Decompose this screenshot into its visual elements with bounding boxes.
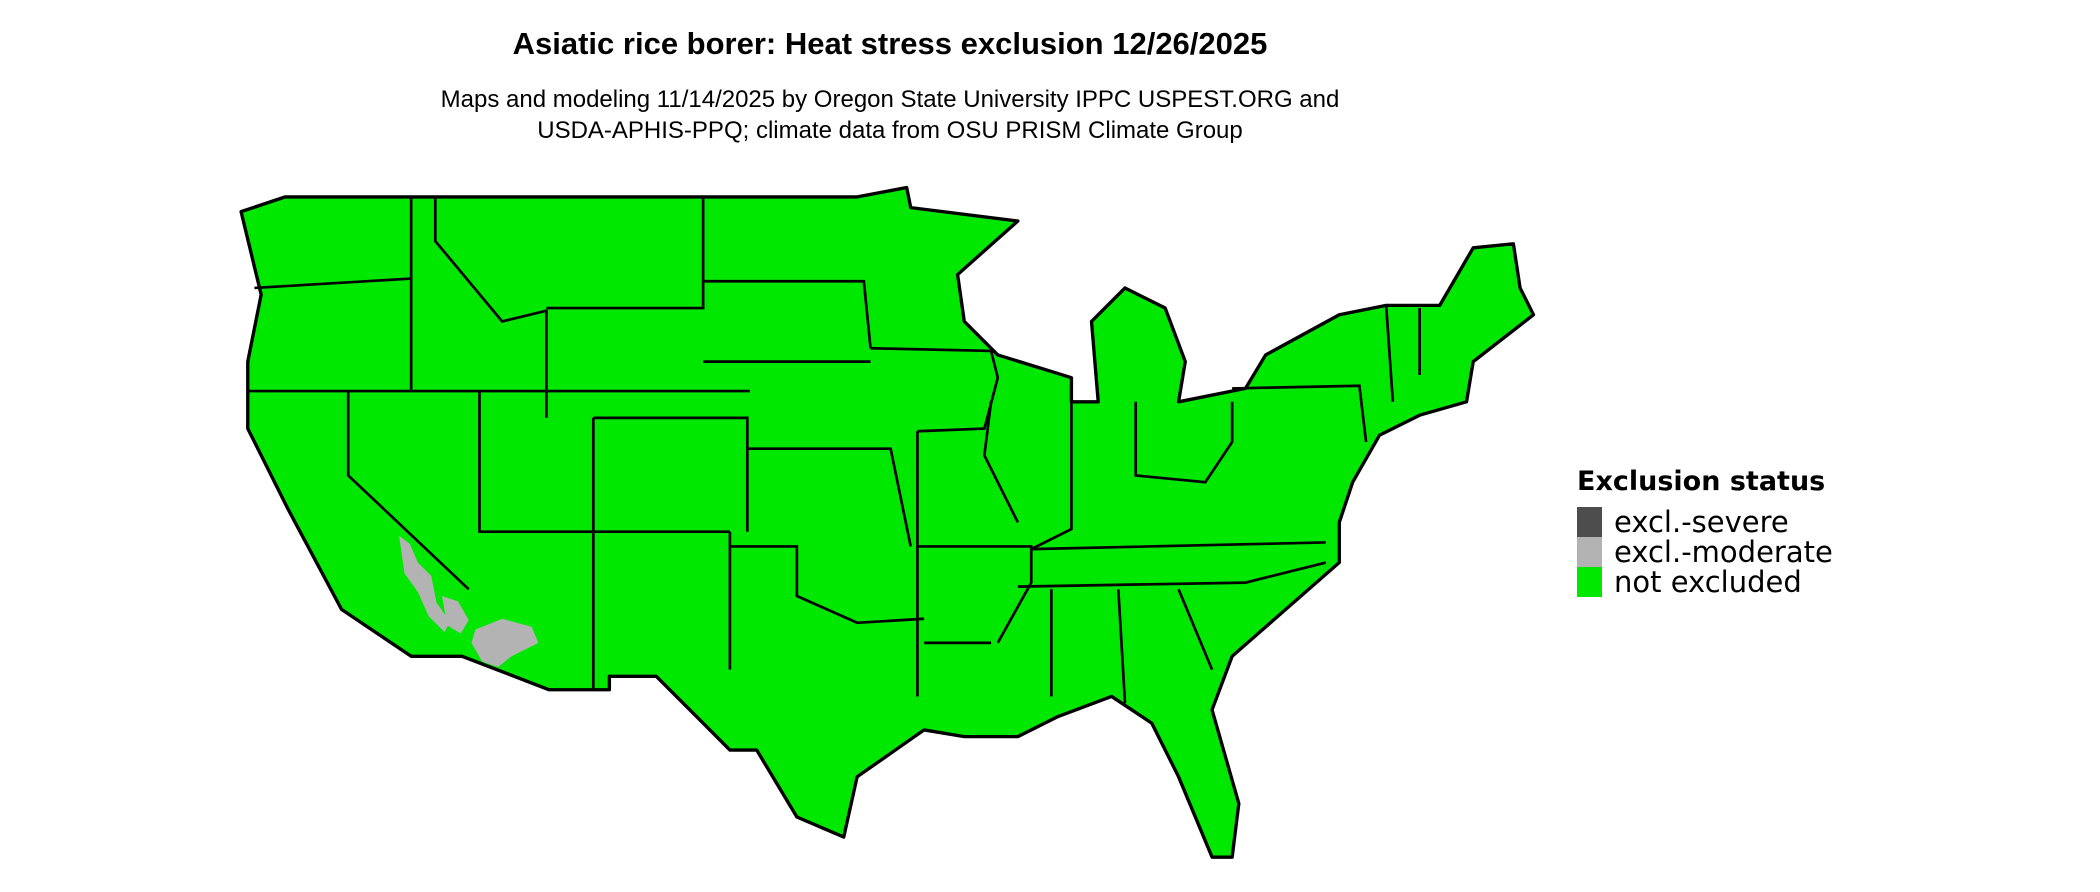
legend-label: not excluded [1614, 565, 1802, 599]
legend-title: Exclusion status [1577, 466, 1826, 497]
moderate-exclusion-areas [399, 535, 539, 667]
legend-swatch-moderate [1577, 537, 1602, 567]
legend-label: excl.-moderate [1614, 535, 1833, 569]
legend-swatch-severe [1577, 507, 1602, 537]
map-subtitle: Maps and modeling 11/14/2025 by Oregon S… [0, 84, 1780, 146]
legend: Exclusion status excl.-severe excl.-mode… [1577, 466, 1833, 599]
subtitle-line-1: Maps and modeling 11/14/2025 by Oregon S… [440, 86, 1340, 113]
legend-item-severe: excl.-severe [1577, 505, 1833, 539]
conus-outline [239, 185, 1536, 859]
map-title: Asiatic rice borer: Heat stress exclusio… [512, 26, 1268, 61]
subtitle-line-2: USDA-APHIS-PPQ; climate data from OSU PR… [537, 117, 1243, 144]
state-borders [249, 196, 1421, 704]
legend-item-not-excluded: not excluded [1577, 565, 1833, 599]
legend-swatch-not-excluded [1577, 567, 1602, 597]
legend-label: excl.-severe [1614, 505, 1789, 539]
legend-item-moderate: excl.-moderate [1577, 535, 1833, 569]
